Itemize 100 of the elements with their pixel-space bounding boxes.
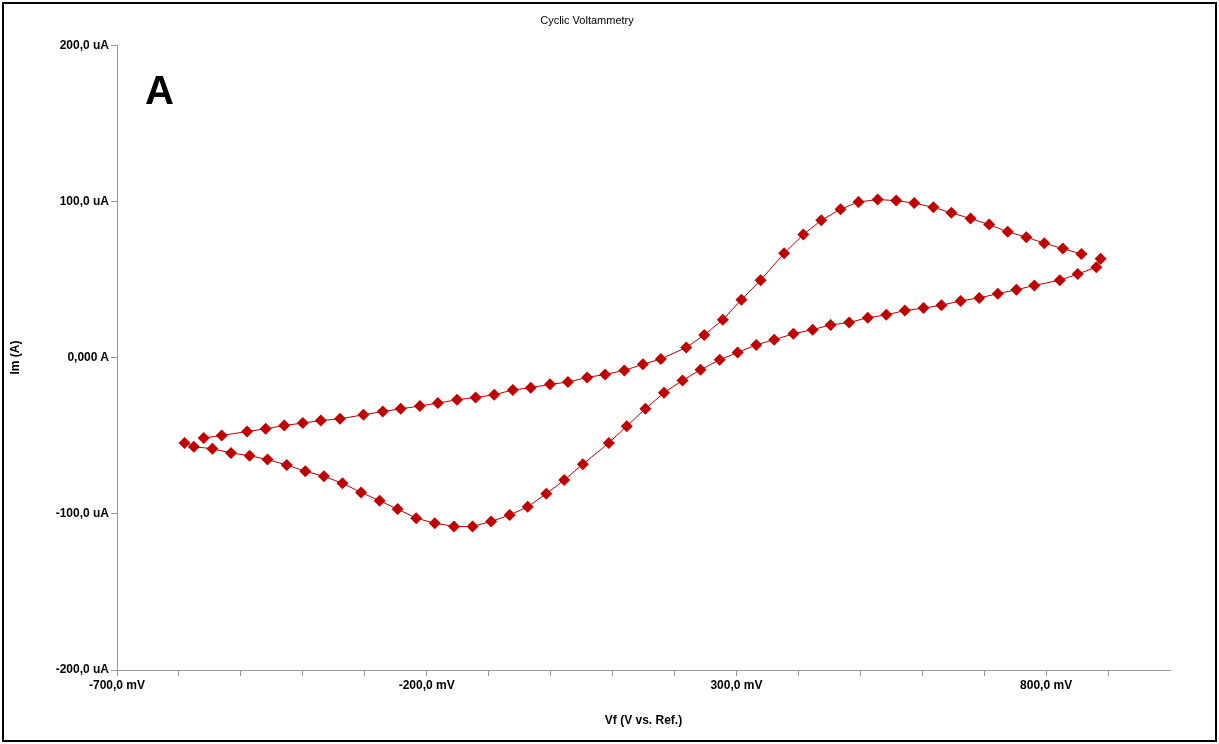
x-tick-label: 300,0 mV bbox=[710, 677, 763, 692]
point bbox=[787, 327, 800, 340]
point bbox=[576, 458, 589, 471]
point bbox=[735, 293, 748, 306]
point bbox=[224, 446, 237, 459]
point bbox=[355, 486, 368, 499]
point bbox=[694, 363, 707, 376]
point bbox=[506, 383, 519, 396]
point bbox=[618, 364, 631, 377]
point bbox=[973, 291, 986, 304]
point bbox=[558, 474, 571, 487]
point bbox=[540, 487, 553, 500]
point bbox=[299, 465, 312, 478]
point bbox=[778, 247, 791, 260]
point bbox=[206, 442, 219, 455]
point bbox=[676, 374, 689, 387]
point bbox=[543, 378, 556, 391]
chart-title: Cyclic Voltammetry bbox=[540, 13, 635, 26]
point bbox=[935, 299, 948, 312]
point bbox=[581, 371, 594, 384]
point bbox=[259, 422, 272, 435]
y-axis-title: Im (A) bbox=[7, 340, 22, 375]
point bbox=[197, 431, 210, 444]
x-tick-label: -700,0 mV bbox=[88, 677, 146, 692]
point bbox=[602, 436, 615, 449]
point bbox=[1001, 225, 1014, 238]
point bbox=[861, 311, 874, 324]
point bbox=[521, 500, 534, 513]
point bbox=[1020, 231, 1033, 244]
point bbox=[488, 388, 501, 401]
y-tick-label: -100,0 uA bbox=[55, 506, 110, 521]
point bbox=[394, 402, 407, 415]
point bbox=[750, 338, 763, 351]
point bbox=[336, 477, 349, 490]
point bbox=[620, 420, 633, 433]
point bbox=[178, 436, 191, 449]
point bbox=[834, 203, 847, 216]
point bbox=[890, 194, 903, 207]
point bbox=[428, 517, 441, 530]
point bbox=[447, 520, 460, 533]
y-tick-label: -200,0 uA bbox=[55, 662, 110, 677]
point bbox=[698, 328, 711, 341]
point bbox=[278, 419, 291, 432]
point bbox=[1028, 279, 1041, 292]
point bbox=[187, 440, 200, 453]
point bbox=[466, 520, 479, 533]
point bbox=[731, 346, 744, 359]
point bbox=[1094, 252, 1107, 265]
point bbox=[713, 353, 726, 366]
point bbox=[431, 397, 444, 410]
point bbox=[716, 313, 729, 326]
point bbox=[908, 197, 921, 210]
point bbox=[843, 316, 856, 329]
point bbox=[376, 405, 389, 418]
point bbox=[241, 425, 254, 438]
point bbox=[927, 201, 940, 214]
point bbox=[964, 212, 977, 225]
x-axis-title: Vf (V vs. Ref.) bbox=[604, 713, 683, 728]
point bbox=[680, 341, 693, 354]
point bbox=[1071, 268, 1084, 281]
point bbox=[945, 206, 958, 219]
point bbox=[871, 193, 884, 206]
point bbox=[373, 494, 386, 507]
point bbox=[599, 368, 612, 381]
point bbox=[280, 458, 293, 471]
point bbox=[485, 515, 498, 528]
point bbox=[561, 376, 574, 389]
point bbox=[413, 400, 426, 413]
point bbox=[243, 449, 256, 462]
point bbox=[410, 512, 423, 525]
point bbox=[1090, 261, 1103, 274]
point bbox=[917, 302, 930, 315]
x-tick-label: 800,0 mV bbox=[1020, 677, 1073, 692]
y-tick-label: 200,0 uA bbox=[59, 37, 110, 52]
point bbox=[983, 218, 996, 231]
point bbox=[1056, 242, 1069, 255]
point bbox=[898, 304, 911, 317]
x-tick-label: -200,0 mV bbox=[398, 677, 455, 692]
y-tick-label: 100,0 uA bbox=[59, 193, 110, 208]
point bbox=[333, 412, 346, 425]
point bbox=[636, 358, 649, 371]
point bbox=[357, 408, 370, 421]
point bbox=[314, 414, 327, 427]
point bbox=[639, 402, 652, 415]
point bbox=[469, 391, 482, 404]
point bbox=[261, 453, 274, 466]
point bbox=[815, 214, 828, 227]
point bbox=[1010, 283, 1023, 296]
point bbox=[317, 470, 330, 483]
point bbox=[215, 429, 228, 442]
point bbox=[806, 323, 819, 336]
annotation: A bbox=[145, 68, 174, 113]
point bbox=[654, 353, 667, 366]
point bbox=[880, 308, 893, 321]
point bbox=[524, 381, 537, 394]
point bbox=[391, 503, 404, 516]
point bbox=[1075, 248, 1088, 261]
point bbox=[954, 294, 967, 307]
point bbox=[768, 333, 781, 346]
point bbox=[991, 287, 1004, 300]
